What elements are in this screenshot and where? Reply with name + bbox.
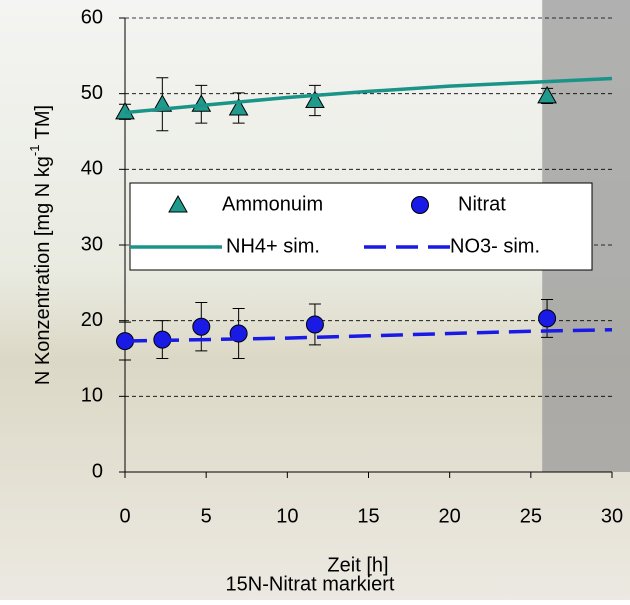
legend: Ammonuim Nitrat NH4+ sim. NO3- sim.: [129, 182, 593, 271]
caption: 15N-Nitrat markiert: [226, 573, 395, 595]
y-tick-label: 30: [81, 233, 103, 255]
y-label-text: N Konzentration [mg N kg: [32, 156, 54, 385]
x-tick-label: 10: [276, 505, 298, 527]
marker-triangle: [168, 194, 188, 213]
marker-circle: [192, 317, 211, 336]
y-tick-label: 20: [81, 309, 103, 331]
x-tick-label: 30: [601, 505, 623, 527]
y-label-superscript: -1: [27, 145, 42, 157]
y-tick-label: 0: [92, 460, 103, 482]
sim-line: [124, 327, 613, 343]
legend-label: Ammonuim: [222, 193, 323, 215]
marker-circle: [411, 196, 429, 214]
marker-triangle: [305, 90, 325, 108]
y-tick-label: 40: [81, 158, 103, 180]
y-tick-label: 10: [81, 385, 103, 407]
y-axis-label: N Konzentration [mg N kg-1 TM]: [27, 105, 54, 385]
y-tick-label: 50: [81, 82, 103, 104]
x-tick-label: 20: [439, 505, 461, 527]
sim-line: [124, 76, 613, 115]
x-tick-label: 15: [357, 505, 379, 527]
y-label-text: TM]: [32, 105, 54, 145]
marker-circle: [538, 309, 557, 328]
x-tick-label: 25: [520, 505, 542, 527]
marker-triangle: [228, 98, 249, 116]
legend-box: [129, 182, 593, 271]
plot: 0 10 20 30 40 50 60 0 5 10 15 20 25 30 Ammonuim Nitrat N…: [81, 0, 630, 527]
legend-label: NH4+ sim.: [226, 235, 320, 257]
x-tick-label: 5: [201, 505, 212, 527]
legend-label: Nitrat: [458, 193, 506, 215]
marker-triangle: [537, 85, 557, 104]
y-tick-label: 60: [81, 6, 103, 28]
legend-label: NO3- sim.: [450, 235, 540, 257]
marker-circle: [305, 315, 324, 334]
x-axis-label: Zeit [h]: [327, 554, 388, 576]
x-tick-label: 0: [119, 505, 130, 527]
